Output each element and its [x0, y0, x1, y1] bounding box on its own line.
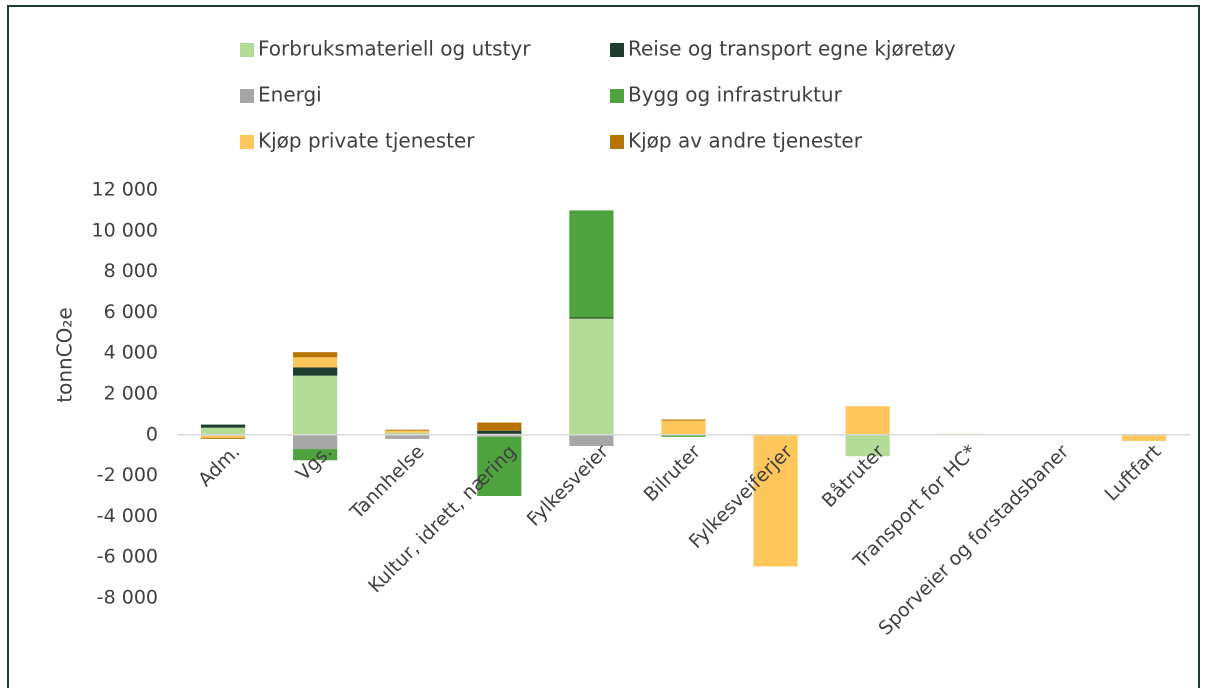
x-tick-label: Kultur, idrett, næring	[364, 441, 521, 598]
bar-segment	[477, 434, 522, 437]
legend-label: Bygg og infrastruktur	[628, 83, 843, 107]
bar-segment	[661, 434, 706, 437]
bar-segment	[569, 434, 614, 447]
bar-segment	[661, 419, 706, 421]
bar-segment	[845, 406, 890, 435]
bar-segment	[200, 427, 246, 435]
bar-segment	[385, 432, 430, 435]
bar-segment	[200, 424, 246, 428]
bar-segment	[200, 437, 246, 439]
y-tick-label: 8 000	[104, 260, 158, 282]
frame	[7, 5, 1200, 692]
legend-label: Reise og transport egne kjøretøy	[628, 37, 956, 61]
legend-swatch	[240, 135, 254, 149]
bar-segment	[477, 422, 522, 431]
legend-swatch	[610, 135, 624, 149]
legend-label: Forbruksmateriell og utstyr	[258, 37, 531, 61]
y-axis-label: tonnCO₂e	[53, 307, 77, 402]
bar-segment	[845, 434, 890, 457]
x-tick-label: Tannhelse	[345, 441, 428, 524]
x-tick-label: Bilruter	[640, 441, 705, 506]
bar-segment	[293, 352, 338, 358]
legend-swatch	[610, 43, 624, 57]
y-tick-label: -2 000	[97, 464, 158, 486]
legend-swatch	[240, 43, 254, 57]
y-tick-label: -4 000	[97, 505, 158, 527]
x-tick-label: Adm.	[194, 441, 244, 491]
y-tick-label: 6 000	[104, 301, 158, 323]
bar-segment	[1121, 434, 1167, 441]
y-tick-label: -8 000	[97, 587, 158, 609]
bar-segment	[293, 449, 338, 461]
y-tick-label: 4 000	[104, 342, 158, 364]
bar-segment	[569, 318, 614, 435]
bar-segment	[293, 434, 338, 450]
legend-label: Kjøp av andre tjenester	[628, 129, 863, 153]
bar-segment	[385, 430, 430, 433]
legend-label: Energi	[258, 83, 322, 107]
bar-segment	[569, 317, 614, 319]
legend-swatch	[240, 89, 254, 103]
bar-segment	[753, 434, 798, 567]
bar-segment	[293, 357, 338, 368]
bar-segment	[385, 429, 430, 431]
x-tick-label: Sporveier og forstadsbaner	[874, 441, 1073, 640]
x-tick-label: Fylkesveier	[523, 441, 613, 531]
legend-label: Kjøp private tjenester	[258, 129, 475, 153]
bar-segment	[200, 435, 246, 438]
x-tick-label: Luftfart	[1101, 441, 1166, 506]
y-tick-label: 2 000	[104, 383, 158, 405]
bar-segment	[293, 367, 338, 376]
y-tick-label: 0	[146, 423, 158, 445]
bar-segment	[661, 420, 706, 435]
y-tick-label: 10 000	[92, 219, 158, 241]
bar-segment	[385, 434, 430, 439]
bar-segment	[293, 375, 338, 435]
legend-swatch	[610, 89, 624, 103]
bar-segment	[477, 430, 522, 434]
bar-segment	[569, 210, 614, 318]
y-tick-label: -6 000	[97, 546, 158, 568]
y-tick-label: 12 000	[92, 179, 158, 201]
bar-segment	[477, 436, 522, 496]
